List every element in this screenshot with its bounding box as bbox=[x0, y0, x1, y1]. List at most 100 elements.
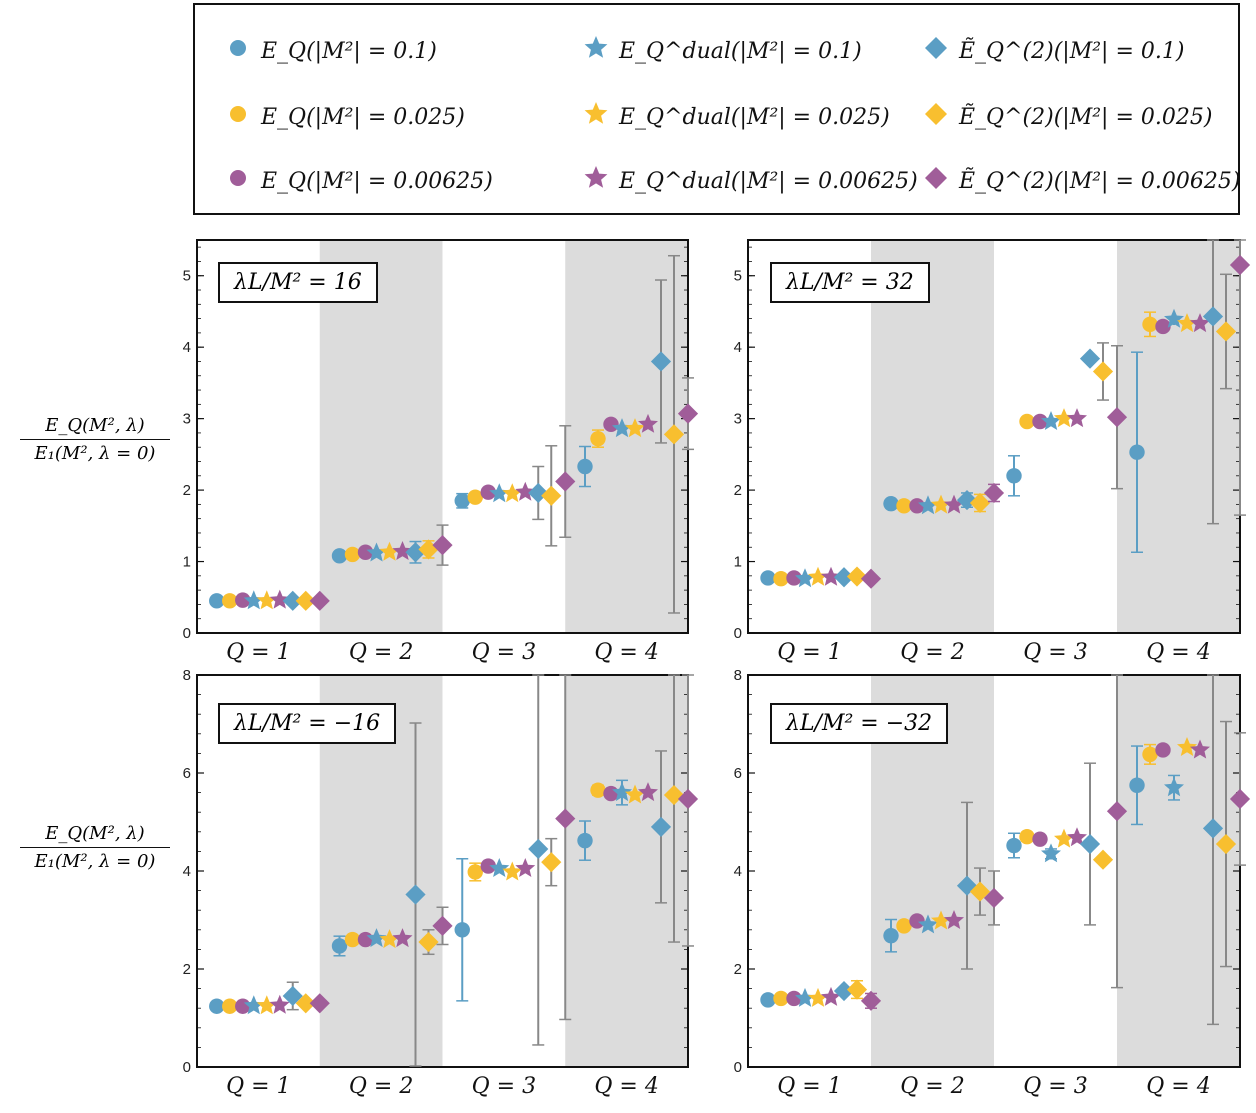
data-point bbox=[846, 566, 868, 587]
data-point bbox=[269, 994, 290, 1014]
data-point bbox=[786, 570, 802, 586]
data-point bbox=[515, 858, 536, 877]
x-category-label: Q = 1 bbox=[777, 1074, 841, 1099]
legend-marker-icon bbox=[583, 35, 619, 67]
legend-marker-icon bbox=[225, 101, 261, 133]
legend-marker-glyph bbox=[925, 103, 947, 125]
data-point bbox=[918, 914, 938, 934]
data-point bbox=[944, 910, 964, 929]
data-point bbox=[1019, 413, 1035, 430]
data-point bbox=[555, 471, 576, 492]
data-point bbox=[209, 593, 225, 609]
data-point bbox=[795, 568, 815, 588]
data-point bbox=[243, 995, 264, 1015]
chart-panel: 0 2 4 6 8 Q = 1 Q = 2 Q = 3 Q = 4 bbox=[734, 667, 1251, 1099]
legend-marker-glyph bbox=[230, 40, 246, 56]
data-point bbox=[1079, 348, 1101, 369]
data-point bbox=[1067, 408, 1087, 428]
data-point bbox=[909, 913, 925, 929]
data-point bbox=[650, 816, 672, 837]
y-axis-label-top: E_Q(M², λ) E₁(M², λ = 0) bbox=[20, 415, 170, 464]
legend-label: E_Q(|M²| = 0.00625) bbox=[261, 168, 493, 194]
y-label-denominator: E₁(M², λ = 0) bbox=[34, 851, 156, 872]
data-point bbox=[1079, 833, 1101, 855]
y-tick-label: 0 bbox=[183, 1059, 191, 1076]
data-point bbox=[331, 938, 348, 954]
data-point bbox=[918, 495, 938, 515]
data-point bbox=[860, 568, 882, 589]
data-point bbox=[366, 542, 387, 562]
legend-marker-icon bbox=[225, 35, 261, 67]
data-point bbox=[295, 590, 316, 611]
x-category-label: Q = 2 bbox=[349, 1074, 413, 1099]
data-point bbox=[846, 979, 868, 1000]
data-point bbox=[392, 541, 413, 560]
x-category-label: Q = 2 bbox=[900, 1074, 964, 1099]
data-point bbox=[677, 788, 699, 810]
data-point bbox=[467, 864, 483, 880]
data-point bbox=[309, 590, 330, 611]
diamond-marker-shape bbox=[925, 103, 947, 125]
legend-label: E_Q(|M²| = 0.025) bbox=[261, 104, 465, 130]
data-point bbox=[808, 987, 828, 1007]
panel-title: λL/M² = −32 bbox=[770, 703, 949, 744]
data-point bbox=[1155, 742, 1171, 758]
data-point bbox=[1106, 801, 1128, 822]
data-point bbox=[235, 998, 251, 1014]
y-label-numerator: E_Q(M², λ) bbox=[20, 823, 170, 848]
data-point bbox=[1229, 788, 1251, 810]
x-category-label: Q = 4 bbox=[1146, 1074, 1210, 1099]
legend-marker-icon bbox=[923, 165, 959, 197]
data-point bbox=[541, 852, 562, 873]
x-category-label: Q = 3 bbox=[472, 640, 536, 665]
data-point bbox=[418, 539, 439, 560]
data-point bbox=[405, 884, 426, 905]
data-point bbox=[1106, 407, 1128, 428]
legend-marker-glyph bbox=[925, 167, 947, 189]
x-category-label: Q = 3 bbox=[1023, 640, 1087, 665]
data-point bbox=[956, 490, 978, 511]
circle-marker-shape bbox=[230, 170, 246, 186]
data-point bbox=[795, 987, 815, 1007]
legend-marker-icon bbox=[923, 35, 959, 67]
y-tick-label: 2 bbox=[734, 482, 742, 499]
chart-panel: 0 1 2 3 4 5 Q = 1 Q = 2 Q = 3 Q = 4 bbox=[734, 239, 1251, 665]
data-point bbox=[1019, 829, 1035, 845]
panel-title: λL/M² = −16 bbox=[218, 703, 397, 744]
data-point bbox=[344, 931, 361, 948]
panel-title: λL/M² = 32 bbox=[770, 262, 930, 303]
data-point bbox=[883, 927, 899, 944]
circle-marker-shape bbox=[230, 40, 246, 56]
shaded-band bbox=[1117, 675, 1240, 1067]
y-tick-label: 1 bbox=[734, 554, 742, 571]
data-point bbox=[896, 918, 912, 934]
y-tick-label: 0 bbox=[183, 625, 191, 642]
legend-marker-icon bbox=[923, 101, 959, 133]
data-point bbox=[860, 990, 882, 1011]
data-point bbox=[773, 990, 789, 1007]
data-point bbox=[1129, 444, 1145, 460]
x-category-label: Q = 4 bbox=[594, 1074, 658, 1099]
data-point bbox=[909, 498, 925, 514]
y-tick-label: 5 bbox=[734, 268, 742, 285]
data-point bbox=[650, 351, 672, 372]
data-point bbox=[1129, 777, 1145, 793]
data-point bbox=[418, 931, 439, 953]
y-tick-label: 1 bbox=[183, 554, 191, 571]
data-point bbox=[1092, 849, 1114, 870]
shaded-band bbox=[565, 675, 688, 1067]
data-point bbox=[1006, 468, 1022, 484]
data-point bbox=[222, 593, 238, 609]
data-point bbox=[625, 418, 645, 438]
y-tick-label: 0 bbox=[734, 625, 742, 642]
data-point bbox=[1164, 308, 1184, 328]
y-tick-label: 3 bbox=[734, 411, 742, 428]
data-point bbox=[357, 544, 374, 560]
y-tick-label: 6 bbox=[734, 765, 742, 782]
x-category-label: Q = 4 bbox=[1146, 640, 1210, 665]
data-point bbox=[1032, 831, 1048, 847]
data-point bbox=[773, 570, 789, 587]
data-point bbox=[1202, 306, 1224, 327]
data-point bbox=[931, 910, 951, 930]
